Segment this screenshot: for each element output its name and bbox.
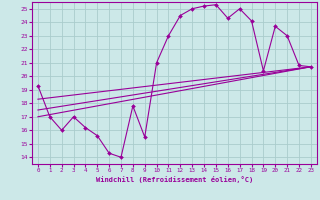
X-axis label: Windchill (Refroidissement éolien,°C): Windchill (Refroidissement éolien,°C) [96,176,253,183]
